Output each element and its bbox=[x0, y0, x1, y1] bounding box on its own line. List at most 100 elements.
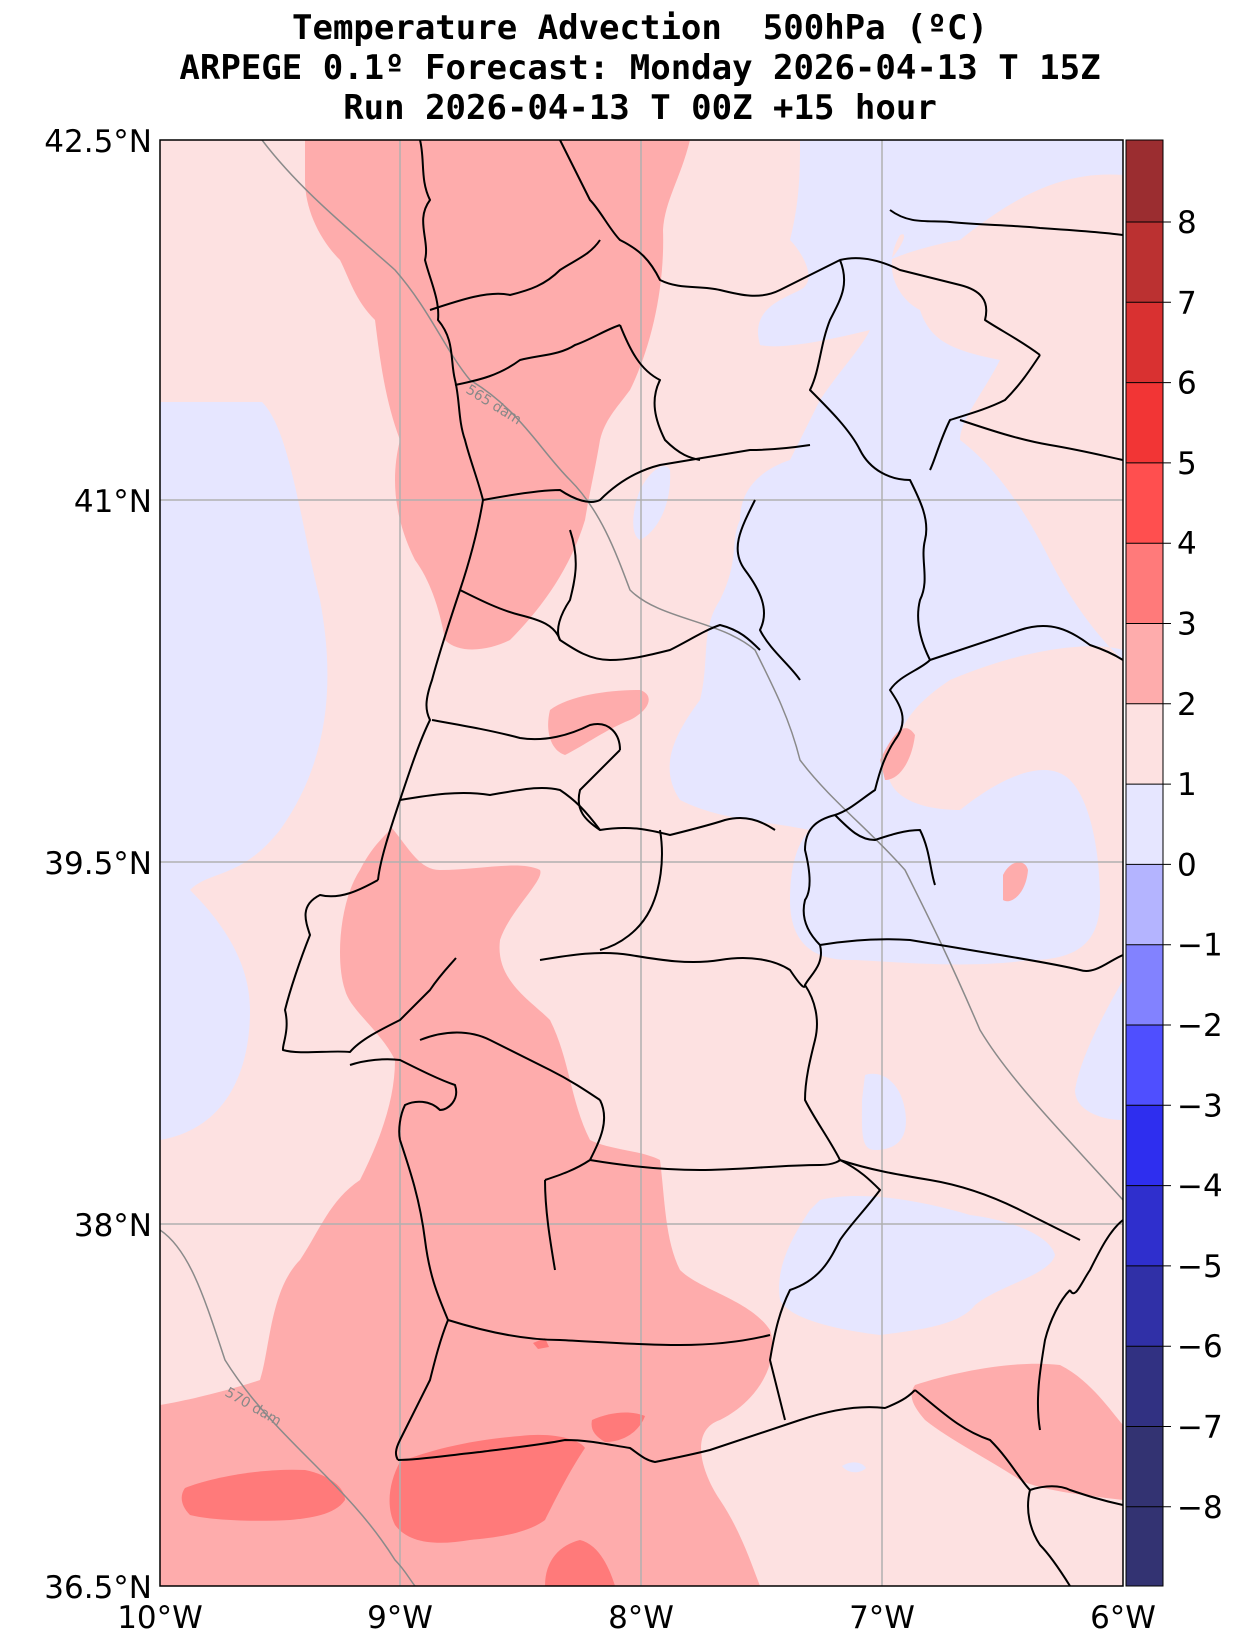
colorbar-band bbox=[1126, 222, 1163, 303]
lon-tick-label: 7°W bbox=[849, 1600, 915, 1636]
colorbar: 8 7 6 5 4 3 2 1 0 −1 −2 −3 −4 −5 −6 −7 −8 bbox=[1125, 139, 1223, 1587]
colorbar-tick-label: 4 bbox=[1177, 526, 1197, 562]
colorbar-band bbox=[1126, 623, 1163, 704]
border-district-7 bbox=[736, 499, 801, 681]
colorbar-tick-label: −5 bbox=[1177, 1249, 1223, 1285]
colorbar-tick-label: −4 bbox=[1177, 1169, 1223, 1205]
border-district-6 bbox=[557, 529, 577, 641]
colorbar-band bbox=[1126, 1185, 1163, 1266]
colorbar-tick-label: 1 bbox=[1177, 767, 1197, 803]
advection-positive-east-spot bbox=[880, 728, 915, 780]
colorbar-tick-label: −3 bbox=[1177, 1088, 1223, 1124]
lat-tick-label: 36.5°N bbox=[44, 1570, 152, 1606]
advection-positive-2-3-algarve-spot bbox=[591, 1412, 645, 1442]
colorbar-band bbox=[1126, 302, 1163, 383]
advection-positive-2-3-bottom bbox=[545, 1540, 615, 1586]
border-spain-1 bbox=[839, 257, 1041, 356]
latitude-tick-labels: 42.5°N 41°N 39.5°N 38°N 36.5°N bbox=[44, 124, 152, 1606]
colorbar-band bbox=[1126, 1346, 1163, 1427]
colorbar-tick-label: 8 bbox=[1177, 205, 1197, 241]
advection-positive-east-spot-2 bbox=[1003, 862, 1028, 902]
lon-tick-label: 9°W bbox=[367, 1600, 433, 1636]
longitude-tick-labels: 10°W 9°W 8°W 7°W 6°W bbox=[117, 1600, 1156, 1636]
colorbar-tick-label: −8 bbox=[1177, 1490, 1223, 1526]
geopotential-contour-570 bbox=[160, 1229, 416, 1586]
border-district-3 bbox=[482, 444, 811, 503]
colorbar-band bbox=[1126, 784, 1163, 865]
colorbar-tick-label: 0 bbox=[1177, 847, 1197, 883]
coastline-andalusia bbox=[914, 1389, 1123, 1506]
advection-negative-northeast bbox=[669, 140, 1123, 965]
colorbar-tick-label: −2 bbox=[1177, 1008, 1223, 1044]
colorbar-band bbox=[1126, 1426, 1163, 1586]
border-district-8 bbox=[431, 719, 621, 751]
colorbar-band bbox=[1126, 1025, 1163, 1106]
border-district-10 bbox=[399, 786, 601, 831]
border-district-17 bbox=[544, 1179, 556, 1271]
border-district-15 bbox=[589, 1159, 841, 1171]
border-spain-10 bbox=[1069, 1219, 1123, 1295]
border-district-9 bbox=[577, 749, 776, 836]
lat-tick-label: 41°N bbox=[74, 484, 152, 520]
advection-positive-central-spot bbox=[548, 690, 649, 755]
border-spain-9 bbox=[1036, 1289, 1071, 1431]
advection-positive-central-coast bbox=[160, 828, 773, 1586]
border-district-4 bbox=[619, 324, 701, 461]
colorbar-band bbox=[1126, 462, 1163, 544]
border-district-1 bbox=[429, 239, 601, 311]
lat-tick-label: 38°N bbox=[74, 1208, 152, 1244]
border-spain-3 bbox=[929, 354, 1041, 471]
coastlines-and-borders bbox=[281, 140, 1123, 1586]
colorbar-band bbox=[1126, 140, 1163, 222]
colorbar-band bbox=[1126, 543, 1163, 624]
border-spain-5 bbox=[929, 625, 1123, 661]
lat-tick-label: 39.5°N bbox=[44, 846, 152, 882]
colorbar-tick-label: 2 bbox=[1177, 687, 1197, 723]
colorbar-band bbox=[1126, 1105, 1163, 1186]
border-spain-2 bbox=[889, 209, 1123, 236]
advection-negative-center-spot bbox=[633, 466, 671, 540]
colorbar-tick-label: −1 bbox=[1177, 928, 1223, 964]
coastline-portugal-west bbox=[377, 140, 484, 881]
coastline-peniche-lisbon bbox=[281, 879, 457, 1054]
border-district-13 bbox=[419, 1031, 601, 1101]
geopotential-contour-565 bbox=[261, 140, 1123, 1201]
coastline-alentejo bbox=[394, 1139, 449, 1461]
border-portugal-spain bbox=[559, 140, 931, 1421]
border-spain-7 bbox=[819, 938, 1123, 972]
advection-negative-west bbox=[160, 402, 328, 1140]
lat-tick-label: 42.5°N bbox=[44, 124, 152, 160]
colorbar-band bbox=[1126, 1265, 1163, 1347]
advection-negative-south-spot bbox=[842, 1462, 866, 1473]
advection-positive-southeast bbox=[911, 1363, 1123, 1500]
colorbar-tick-label: 6 bbox=[1177, 366, 1197, 402]
lon-tick-label: 6°W bbox=[1090, 1600, 1156, 1636]
border-district-11 bbox=[539, 951, 806, 988]
colorbar-frame bbox=[1125, 139, 1164, 1587]
advection-negative-east-blob bbox=[861, 1073, 906, 1150]
border-spain-4 bbox=[959, 419, 1123, 461]
border-district-12 bbox=[599, 829, 663, 951]
title-line-3: Run 2026-04-13 T 00Z +15 hour bbox=[343, 88, 937, 128]
advection-positive-2-3-southwest bbox=[181, 1469, 345, 1521]
coastline-algarve bbox=[397, 1389, 916, 1463]
advection-positive-2-3-tiny-spot bbox=[533, 1338, 549, 1349]
colorbar-band bbox=[1126, 382, 1163, 463]
border-district-5 bbox=[459, 589, 761, 661]
title-line-1: Temperature Advection 500hPa (ºC) bbox=[292, 8, 988, 48]
colorbar-tick-label: 3 bbox=[1177, 607, 1197, 643]
colorbar-tick-label: −6 bbox=[1177, 1329, 1223, 1365]
colorbar-tick-label: 5 bbox=[1177, 446, 1197, 482]
colorbar-tick-label: −7 bbox=[1177, 1410, 1223, 1446]
title-line-2: ARPEGE 0.1º Forecast: Monday 2026-04-13 … bbox=[179, 48, 1101, 88]
lon-tick-label: 10°W bbox=[117, 1600, 203, 1636]
lon-tick-label: 8°W bbox=[608, 1600, 674, 1636]
advection-positive-coastal-north bbox=[305, 140, 690, 650]
advection-positive-2-3-south-coast bbox=[389, 1434, 585, 1543]
colorbar-band bbox=[1126, 864, 1163, 945]
border-district-16 bbox=[447, 1319, 771, 1346]
border-spain-6 bbox=[834, 814, 936, 886]
coastline-setubal bbox=[349, 1058, 458, 1141]
colorbar-tick-label: 7 bbox=[1177, 285, 1197, 321]
